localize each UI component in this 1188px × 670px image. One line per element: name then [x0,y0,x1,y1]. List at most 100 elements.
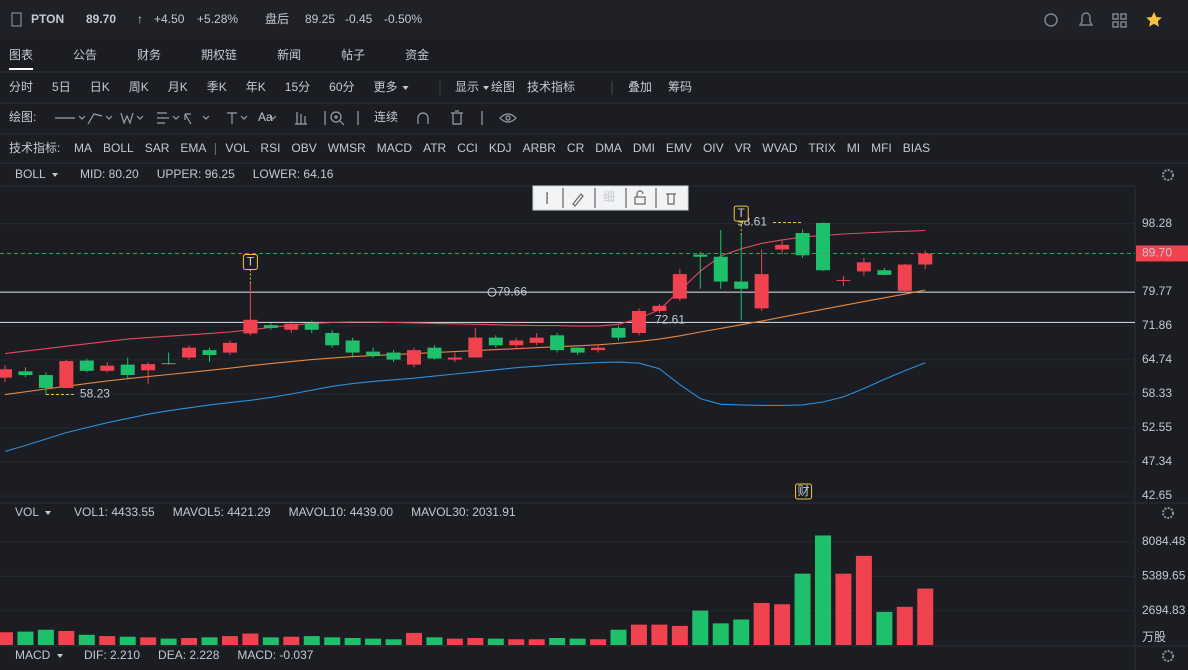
boll-line [4,289,926,396]
tab[interactable]: 帖子 [341,47,365,62]
draw-tools[interactable] [55,110,517,126]
refresh-icon[interactable] [1044,13,1058,27]
tab[interactable]: 新闻 [277,47,301,62]
tab[interactable]: 财务 [137,47,161,62]
period[interactable]: 日K [90,80,110,94]
tab[interactable]: 公告 [73,48,97,62]
dropdown-arrow[interactable] [483,86,490,90]
font-tool-icon[interactable]: Aa [258,110,273,124]
period[interactable]: 年K [246,80,266,94]
event-marker[interactable]: 财 [798,484,810,498]
low-marker-label: 58.23 [80,387,110,401]
indicator[interactable]: TRIX [808,141,835,155]
indicator[interactable]: CR [567,141,585,155]
legend-label: MID: 80.20 [80,167,139,181]
dropdown-arrow[interactable] [52,173,58,177]
legend-label: UPPER: 96.25 [157,167,235,181]
settings-gear[interactable] [1162,169,1174,181]
indicator[interactable]: VOL [225,141,249,155]
volume-bar [446,638,463,645]
bell-icon[interactable] [1078,12,1094,26]
period[interactable]: 分时 [9,80,33,94]
indicator[interactable]: ARBR [523,141,557,155]
indicator[interactable]: WMSR [328,141,366,155]
candle-body [734,281,749,289]
period[interactable]: 更多 [374,80,398,94]
candle-body [386,352,401,360]
indicator[interactable]: OBV [291,141,316,155]
indicator[interactable]: OIV [703,141,724,155]
header-arrow: ↑ [137,12,143,26]
volume-bar [262,637,279,645]
indicator-name[interactable]: BOLL [15,167,46,181]
legend-label: MAVOL10: 4439.00 [289,505,394,519]
boll-line [4,361,926,452]
overlay-option[interactable]: 筹码 [668,80,692,94]
view-option[interactable]: 技术指标 [527,79,575,94]
y-tick-label: 58.33 [1142,386,1172,400]
indicator-name[interactable]: VOL [15,505,39,519]
indicator[interactable]: ATR [423,141,446,155]
candle-body [754,274,769,309]
float-toolbar-thin[interactable]: 细 [603,190,615,204]
event-marker[interactable]: T [738,206,746,220]
volume-bar [896,606,913,645]
volume-bar [712,623,729,645]
indicator[interactable]: BIAS [903,141,930,155]
indicator-name[interactable]: MACD [15,648,51,662]
event-marker[interactable]: T [247,255,255,269]
float-toolbar[interactable] [532,185,689,211]
price-line-handle[interactable] [487,287,497,297]
period[interactable]: 15分 [285,80,310,94]
favorite-star[interactable] [1146,12,1162,27]
draw-continuous[interactable]: 连续 [374,109,398,124]
overlay-option[interactable]: 叠加 [628,80,652,94]
header-after_price: 89.25 [305,12,335,26]
indicator[interactable]: EMV [666,141,692,155]
period[interactable]: 5日 [52,80,71,94]
period[interactable]: 季K [207,80,227,94]
indicator[interactable]: EMA [180,141,206,155]
indicator[interactable]: BOLL [103,141,134,155]
indicator[interactable]: MI [847,141,860,155]
indicator[interactable]: MA [74,141,92,155]
dropdown-arrow[interactable] [45,511,51,515]
indicator[interactable]: CCI [457,141,478,155]
dropdown-arrow[interactable] [402,86,409,90]
header-after_change: -0.45 [345,12,373,26]
tab[interactable]: 资金 [405,47,429,62]
last-price-label: 89.70 [1142,246,1172,260]
indicator[interactable]: DMA [595,141,622,155]
indicator[interactable]: MFI [871,141,892,155]
period[interactable]: 周K [129,80,149,94]
legend-label: LOWER: 64.16 [253,167,334,181]
event-box[interactable] [795,483,813,500]
indicator[interactable]: VR [735,141,752,155]
sidebar-icon[interactable] [11,12,22,27]
candle-body [856,262,871,272]
view-option[interactable]: 显示 [455,80,479,94]
event-box[interactable] [242,254,258,271]
indicator[interactable]: SAR [145,141,170,155]
candle-body [427,347,442,359]
event-box[interactable] [733,205,749,222]
header-after_pct: -0.50% [384,12,422,26]
candle-body [284,323,299,330]
indicator[interactable]: RSI [260,141,280,155]
indicator[interactable]: KDJ [489,141,512,155]
period[interactable]: 60分 [329,80,354,94]
dropdown-arrow[interactable] [57,654,63,658]
indicator[interactable]: MACD [377,141,413,155]
grid-icon[interactable] [1112,13,1127,28]
candle-body [570,347,585,353]
period[interactable]: 月K [168,80,188,94]
tab[interactable]: 期权链 [201,47,237,62]
settings-gear[interactable] [1162,507,1174,519]
settings-gear[interactable] [1162,650,1174,662]
view-option[interactable]: 绘图 [491,79,515,94]
indicator[interactable]: WVAD [762,141,797,155]
tab[interactable]: 图表 [9,48,33,62]
indicator[interactable]: DMI [633,141,655,155]
candle-body [202,350,217,356]
